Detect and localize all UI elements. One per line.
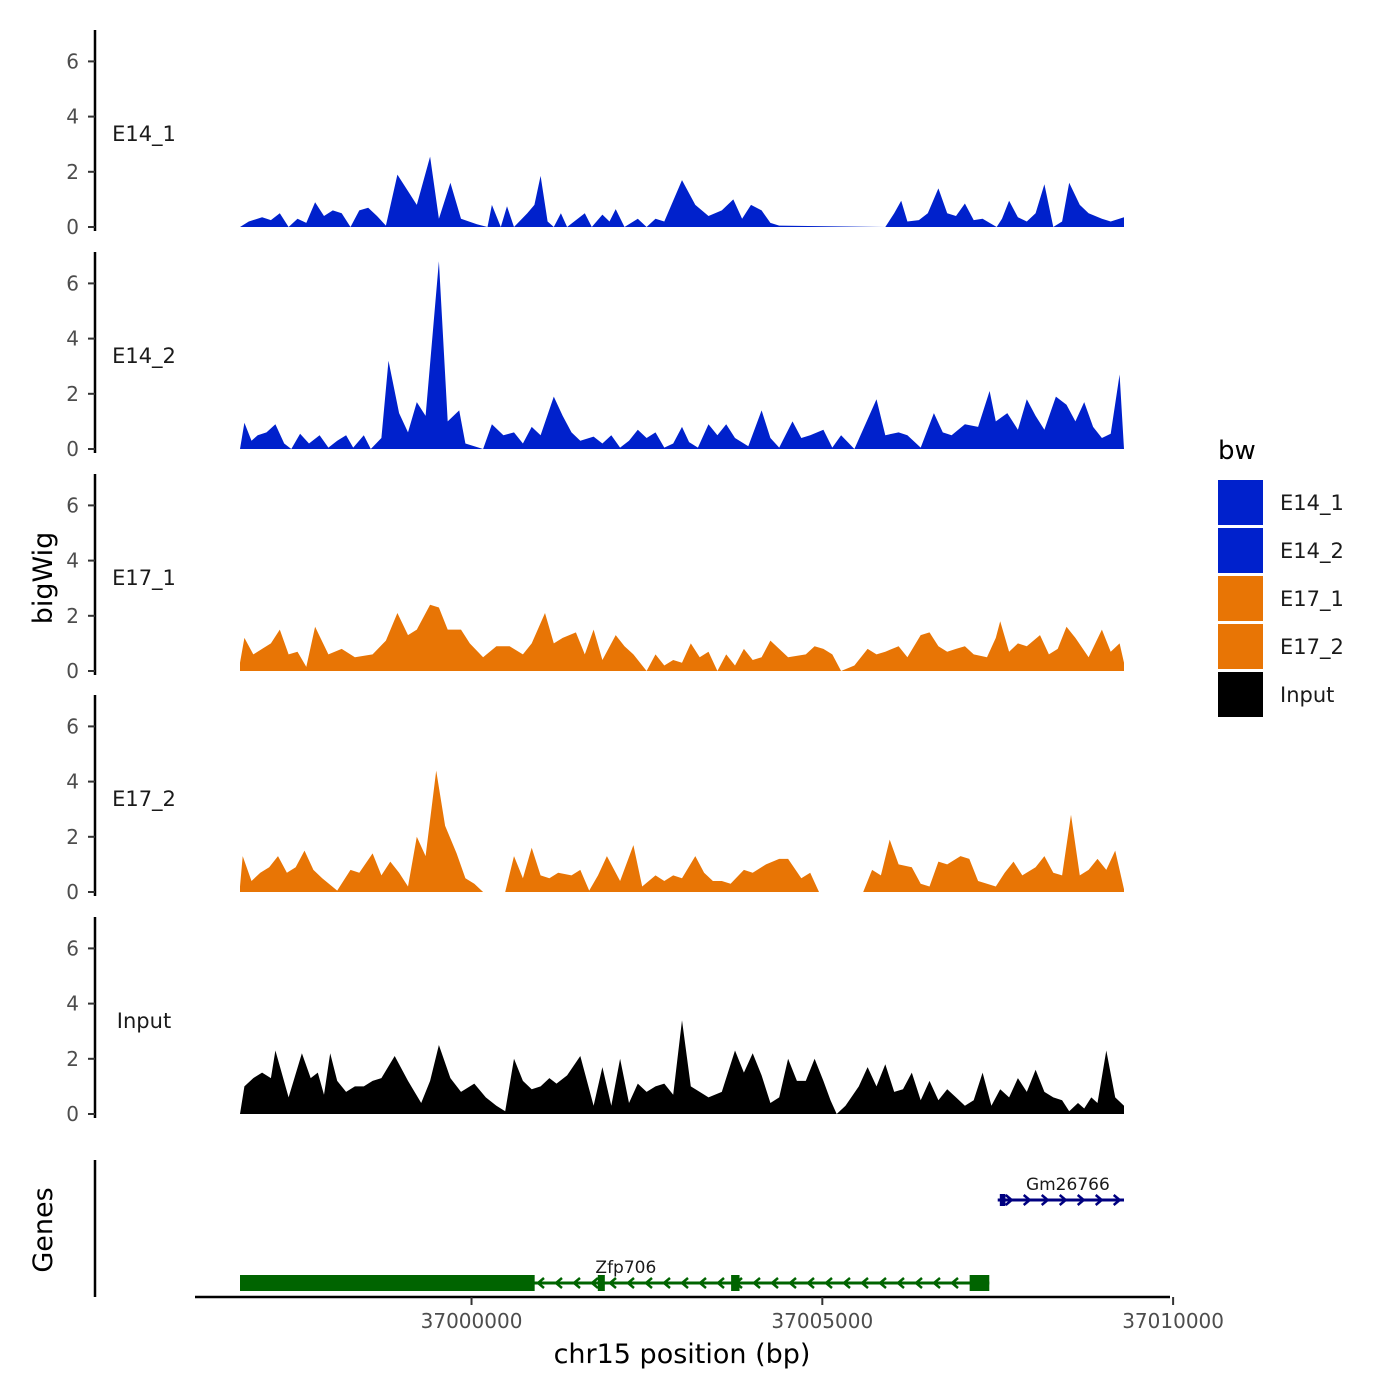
legend-swatch: [1218, 624, 1263, 669]
strand-chevron: [842, 1277, 851, 1289]
gene-Gm26766: Gm26766: [997, 1175, 1124, 1206]
strand-chevron: [896, 1277, 905, 1289]
strand-chevron: [1076, 1194, 1086, 1206]
legend-swatch: [1218, 528, 1263, 573]
y-tick-label: 4: [66, 992, 79, 1016]
genes-axis-title: Genes: [28, 1187, 59, 1272]
legend-entry-label: Input: [1280, 683, 1334, 707]
coverage-area: [240, 1020, 1124, 1114]
track-Input: 0 2 4 6 Input: [66, 917, 1124, 1126]
y-tick-label: 6: [66, 936, 79, 960]
legend-entry-label: E17_1: [1280, 587, 1344, 612]
bigwig-tracks: 0 2 4 6 E14_1 0 2 4 6 E14_2 0 2 4 6 E17_1 0 2 4 6 E17_2 0 2 4 6…: [66, 30, 1124, 1126]
gene-Zfp706: Zfp706: [240, 1258, 990, 1291]
track-label: Input: [117, 1009, 171, 1033]
strand-chevron: [788, 1277, 797, 1289]
y-tick-label: 6: [66, 271, 79, 295]
y-tick-label: 2: [66, 604, 79, 628]
y-tick-label: 2: [66, 825, 79, 849]
coverage-area: [240, 261, 1124, 449]
y-tick-label: 4: [66, 105, 79, 129]
y-tick-label: 0: [66, 1102, 79, 1126]
legend-swatch: [1218, 672, 1263, 717]
gene-exon: [731, 1275, 740, 1291]
strand-chevron: [860, 1277, 869, 1289]
legend-swatch: [1218, 576, 1263, 621]
strand-chevron: [662, 1277, 671, 1289]
strand-chevron: [1094, 1194, 1104, 1206]
strand-chevron: [932, 1277, 941, 1289]
strand-chevron: [878, 1277, 887, 1289]
legend: bw E14_1 E14_2 E17_1 E17_2 Input: [1218, 436, 1344, 717]
legend-entry-label: E14_1: [1280, 491, 1344, 516]
track-E17_1: 0 2 4 6 E17_1: [66, 474, 1124, 683]
y-tick-label: 2: [66, 382, 79, 406]
x-axis: 37000000 37005000 37010000: [195, 1295, 1224, 1333]
strand-chevron: [590, 1277, 599, 1289]
y-tick-label: 0: [66, 437, 79, 461]
track-label: E17_1: [112, 566, 176, 591]
y-axis-title: bigWig: [28, 532, 59, 625]
y-tick-label: 4: [66, 327, 79, 351]
track-label: E14_1: [112, 122, 176, 147]
coverage-area: [240, 770, 1124, 892]
gene-exon: [240, 1275, 535, 1291]
y-tick-label: 4: [66, 770, 79, 794]
strand-chevron: [824, 1277, 833, 1289]
strand-chevron: [1112, 1194, 1122, 1206]
strand-chevron: [1022, 1194, 1032, 1206]
coverage-area: [240, 604, 1124, 671]
strand-chevron: [608, 1277, 617, 1289]
legend-title: bw: [1218, 436, 1256, 466]
strand-chevron: [572, 1277, 581, 1289]
y-tick-label: 4: [66, 549, 79, 573]
track-E14_2: 0 2 4 6 E14_2: [66, 252, 1124, 461]
strand-chevron: [1058, 1194, 1068, 1206]
y-tick-label: 2: [66, 160, 79, 184]
legend-swatch: [1218, 480, 1263, 525]
y-tick-label: 0: [66, 215, 79, 239]
gene-exon: [969, 1275, 990, 1291]
track-E17_2: 0 2 4 6 E17_2: [66, 695, 1124, 904]
y-tick-label: 6: [66, 493, 79, 517]
strand-chevron: [914, 1277, 923, 1289]
strand-chevron: [644, 1277, 653, 1289]
strand-chevron: [716, 1277, 725, 1289]
strand-chevron: [680, 1277, 689, 1289]
strand-chevron: [1004, 1194, 1014, 1206]
strand-chevron: [536, 1277, 545, 1289]
legend-entry-label: E17_2: [1280, 635, 1344, 660]
strand-chevron: [626, 1277, 635, 1289]
coverage-area: [240, 156, 1124, 227]
y-tick-label: 6: [66, 714, 79, 738]
strand-chevron: [770, 1277, 779, 1289]
x-tick-label: 37005000: [771, 1309, 873, 1333]
strand-chevron: [698, 1277, 707, 1289]
y-tick-label: 0: [66, 659, 79, 683]
gene-label: Zfp706: [595, 1258, 656, 1278]
gene-exon: [999, 1194, 1006, 1206]
track-label: E14_2: [112, 344, 176, 369]
gene-label: Gm26766: [1026, 1175, 1110, 1195]
x-axis-title: chr15 position (bp): [554, 1339, 811, 1370]
strand-chevron: [752, 1277, 761, 1289]
legend-entry-label: E14_2: [1280, 539, 1344, 564]
y-tick-label: 0: [66, 880, 79, 904]
x-tick-label: 37000000: [421, 1309, 523, 1333]
track-E14_1: 0 2 4 6 E14_1: [66, 30, 1124, 239]
strand-chevron: [554, 1277, 563, 1289]
gene-track: Zfp706 Gm26766: [93, 1160, 1124, 1297]
gene-exon: [597, 1275, 605, 1291]
strand-chevron: [950, 1277, 959, 1289]
strand-chevron: [1040, 1194, 1050, 1206]
track-label: E17_2: [112, 787, 176, 812]
strand-chevron: [806, 1277, 815, 1289]
x-tick-label: 37010000: [1122, 1309, 1224, 1333]
y-tick-label: 6: [66, 49, 79, 73]
y-tick-label: 2: [66, 1047, 79, 1071]
